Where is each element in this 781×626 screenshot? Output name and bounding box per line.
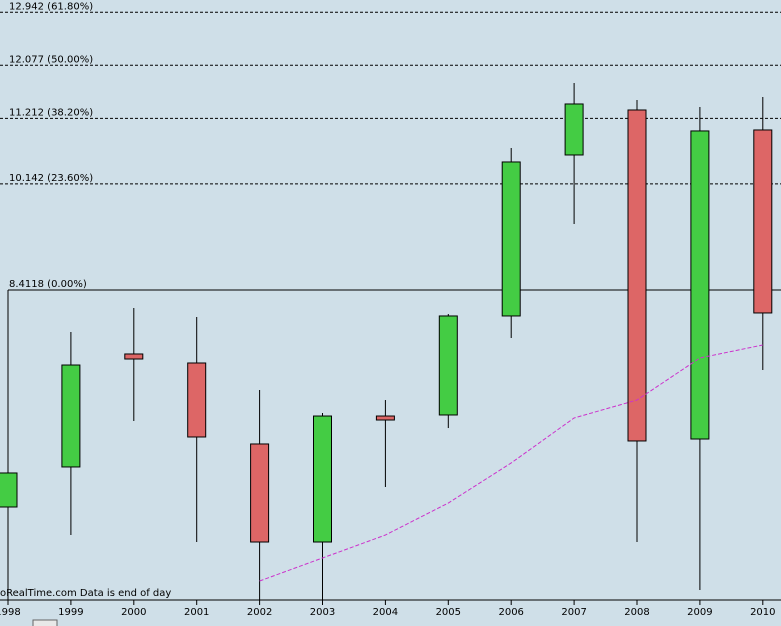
x-tick-label: 2006 (498, 607, 523, 618)
plot-area (0, 11, 781, 600)
level-label: 12.942 (61.80%) (9, 1, 93, 12)
annotation: oRealTime.com Data is end of day (0, 588, 171, 599)
candle-body (627, 109, 647, 442)
x-tick-label: 2007 (561, 607, 586, 618)
x-tick-label: 2002 (247, 607, 272, 618)
candle-body (501, 161, 521, 317)
moving-average (259, 344, 763, 582)
candle-body (564, 103, 584, 156)
candle-body (61, 364, 81, 468)
x-tick-label: 2001 (184, 607, 209, 618)
candle-body (187, 362, 207, 438)
x-tick-label: 2003 (310, 607, 335, 618)
x-tick-label: 1998 (0, 607, 21, 618)
candle-body (0, 472, 18, 508)
candle-body (753, 129, 773, 314)
x-tick-label: 2004 (373, 607, 398, 618)
level-label: 8.4118 (0.00%) (9, 279, 87, 290)
level-label: 11.212 (38.20%) (9, 107, 93, 118)
x-tick-label: 2009 (687, 607, 712, 618)
candle-body (690, 130, 710, 440)
candle-body (250, 443, 270, 543)
candle-body (124, 353, 144, 360)
x-tick-label: 2000 (121, 607, 146, 618)
scroll-handle (32, 619, 58, 626)
level-label: 10.142 (23.60%) (9, 173, 93, 184)
x-tick-label: 2010 (750, 607, 775, 618)
candle-body (375, 415, 395, 421)
x-tick-label: 2005 (436, 607, 461, 618)
x-tick-label: 2008 (624, 607, 649, 618)
candle-body (438, 315, 458, 416)
candle-body (313, 415, 332, 543)
x-tick-label: 1999 (58, 607, 83, 618)
level-label: 12.077 (50.00%) (9, 54, 93, 65)
